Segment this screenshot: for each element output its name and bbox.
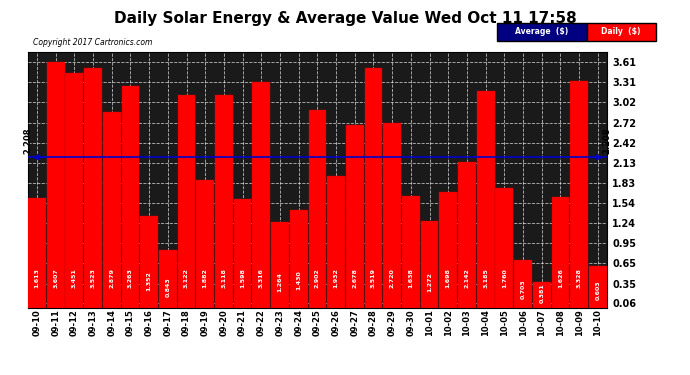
Text: 1.760: 1.760 xyxy=(502,269,507,288)
Bar xyxy=(308,110,326,308)
Bar xyxy=(215,96,233,308)
Bar xyxy=(47,62,65,308)
Text: 0.603: 0.603 xyxy=(595,280,600,300)
Bar xyxy=(253,82,270,308)
Text: 2.678: 2.678 xyxy=(353,268,357,288)
Bar xyxy=(402,196,420,308)
Text: 3.523: 3.523 xyxy=(90,268,95,288)
Text: 1.613: 1.613 xyxy=(34,268,39,288)
Text: 1.272: 1.272 xyxy=(427,272,432,292)
Bar xyxy=(290,210,308,308)
Bar xyxy=(234,199,251,308)
Bar xyxy=(177,95,195,308)
Bar xyxy=(570,81,588,308)
Bar xyxy=(364,68,382,308)
Bar xyxy=(458,162,476,308)
Text: 1.638: 1.638 xyxy=(408,268,413,288)
Bar xyxy=(495,188,513,308)
Text: 2.902: 2.902 xyxy=(315,269,320,288)
Text: 1.626: 1.626 xyxy=(558,268,563,288)
Bar xyxy=(421,221,438,308)
Bar xyxy=(384,123,401,308)
Text: 1.352: 1.352 xyxy=(147,271,152,291)
Bar xyxy=(514,260,532,308)
Bar xyxy=(271,222,289,308)
Text: 3.122: 3.122 xyxy=(184,268,189,288)
Text: 1.698: 1.698 xyxy=(446,268,451,288)
Bar xyxy=(66,73,83,308)
Bar xyxy=(346,125,364,308)
Bar xyxy=(121,86,139,308)
Text: 1.264: 1.264 xyxy=(277,272,282,292)
Text: 0.381: 0.381 xyxy=(540,283,544,303)
Bar xyxy=(103,112,121,308)
Bar xyxy=(327,176,345,308)
Text: 3.328: 3.328 xyxy=(577,268,582,288)
Text: Average  ($): Average ($) xyxy=(515,27,569,36)
Text: 2.720: 2.720 xyxy=(390,269,395,288)
Text: 3.263: 3.263 xyxy=(128,268,133,288)
Text: Daily  ($): Daily ($) xyxy=(601,27,641,36)
Text: 1.598: 1.598 xyxy=(240,268,245,288)
Text: 2.142: 2.142 xyxy=(464,268,469,288)
Bar xyxy=(197,180,214,308)
Bar xyxy=(589,267,607,308)
Text: 1.882: 1.882 xyxy=(203,268,208,288)
Text: 2.879: 2.879 xyxy=(109,268,115,288)
Bar xyxy=(84,68,102,308)
Text: Copyright 2017 Cartronics.com: Copyright 2017 Cartronics.com xyxy=(33,38,152,47)
Text: 1.932: 1.932 xyxy=(333,268,339,288)
Text: 1.430: 1.430 xyxy=(296,270,302,290)
Text: 2.208: 2.208 xyxy=(23,128,32,154)
Text: 3.607: 3.607 xyxy=(53,269,58,288)
Bar xyxy=(140,216,158,308)
Text: 2.208: 2.208 xyxy=(602,128,612,154)
Text: 3.451: 3.451 xyxy=(72,268,77,288)
Text: 3.185: 3.185 xyxy=(483,268,488,288)
Bar xyxy=(551,197,569,308)
Bar xyxy=(159,250,177,307)
Text: Daily Solar Energy & Average Value Wed Oct 11 17:58: Daily Solar Energy & Average Value Wed O… xyxy=(114,11,576,26)
Text: 0.843: 0.843 xyxy=(166,278,170,297)
Bar xyxy=(440,192,457,308)
Bar xyxy=(477,91,495,308)
Bar xyxy=(533,282,551,308)
Text: 0.703: 0.703 xyxy=(520,279,526,299)
Text: 3.118: 3.118 xyxy=(221,268,226,288)
Text: 3.519: 3.519 xyxy=(371,268,376,288)
Bar xyxy=(28,198,46,308)
Text: 3.316: 3.316 xyxy=(259,268,264,288)
